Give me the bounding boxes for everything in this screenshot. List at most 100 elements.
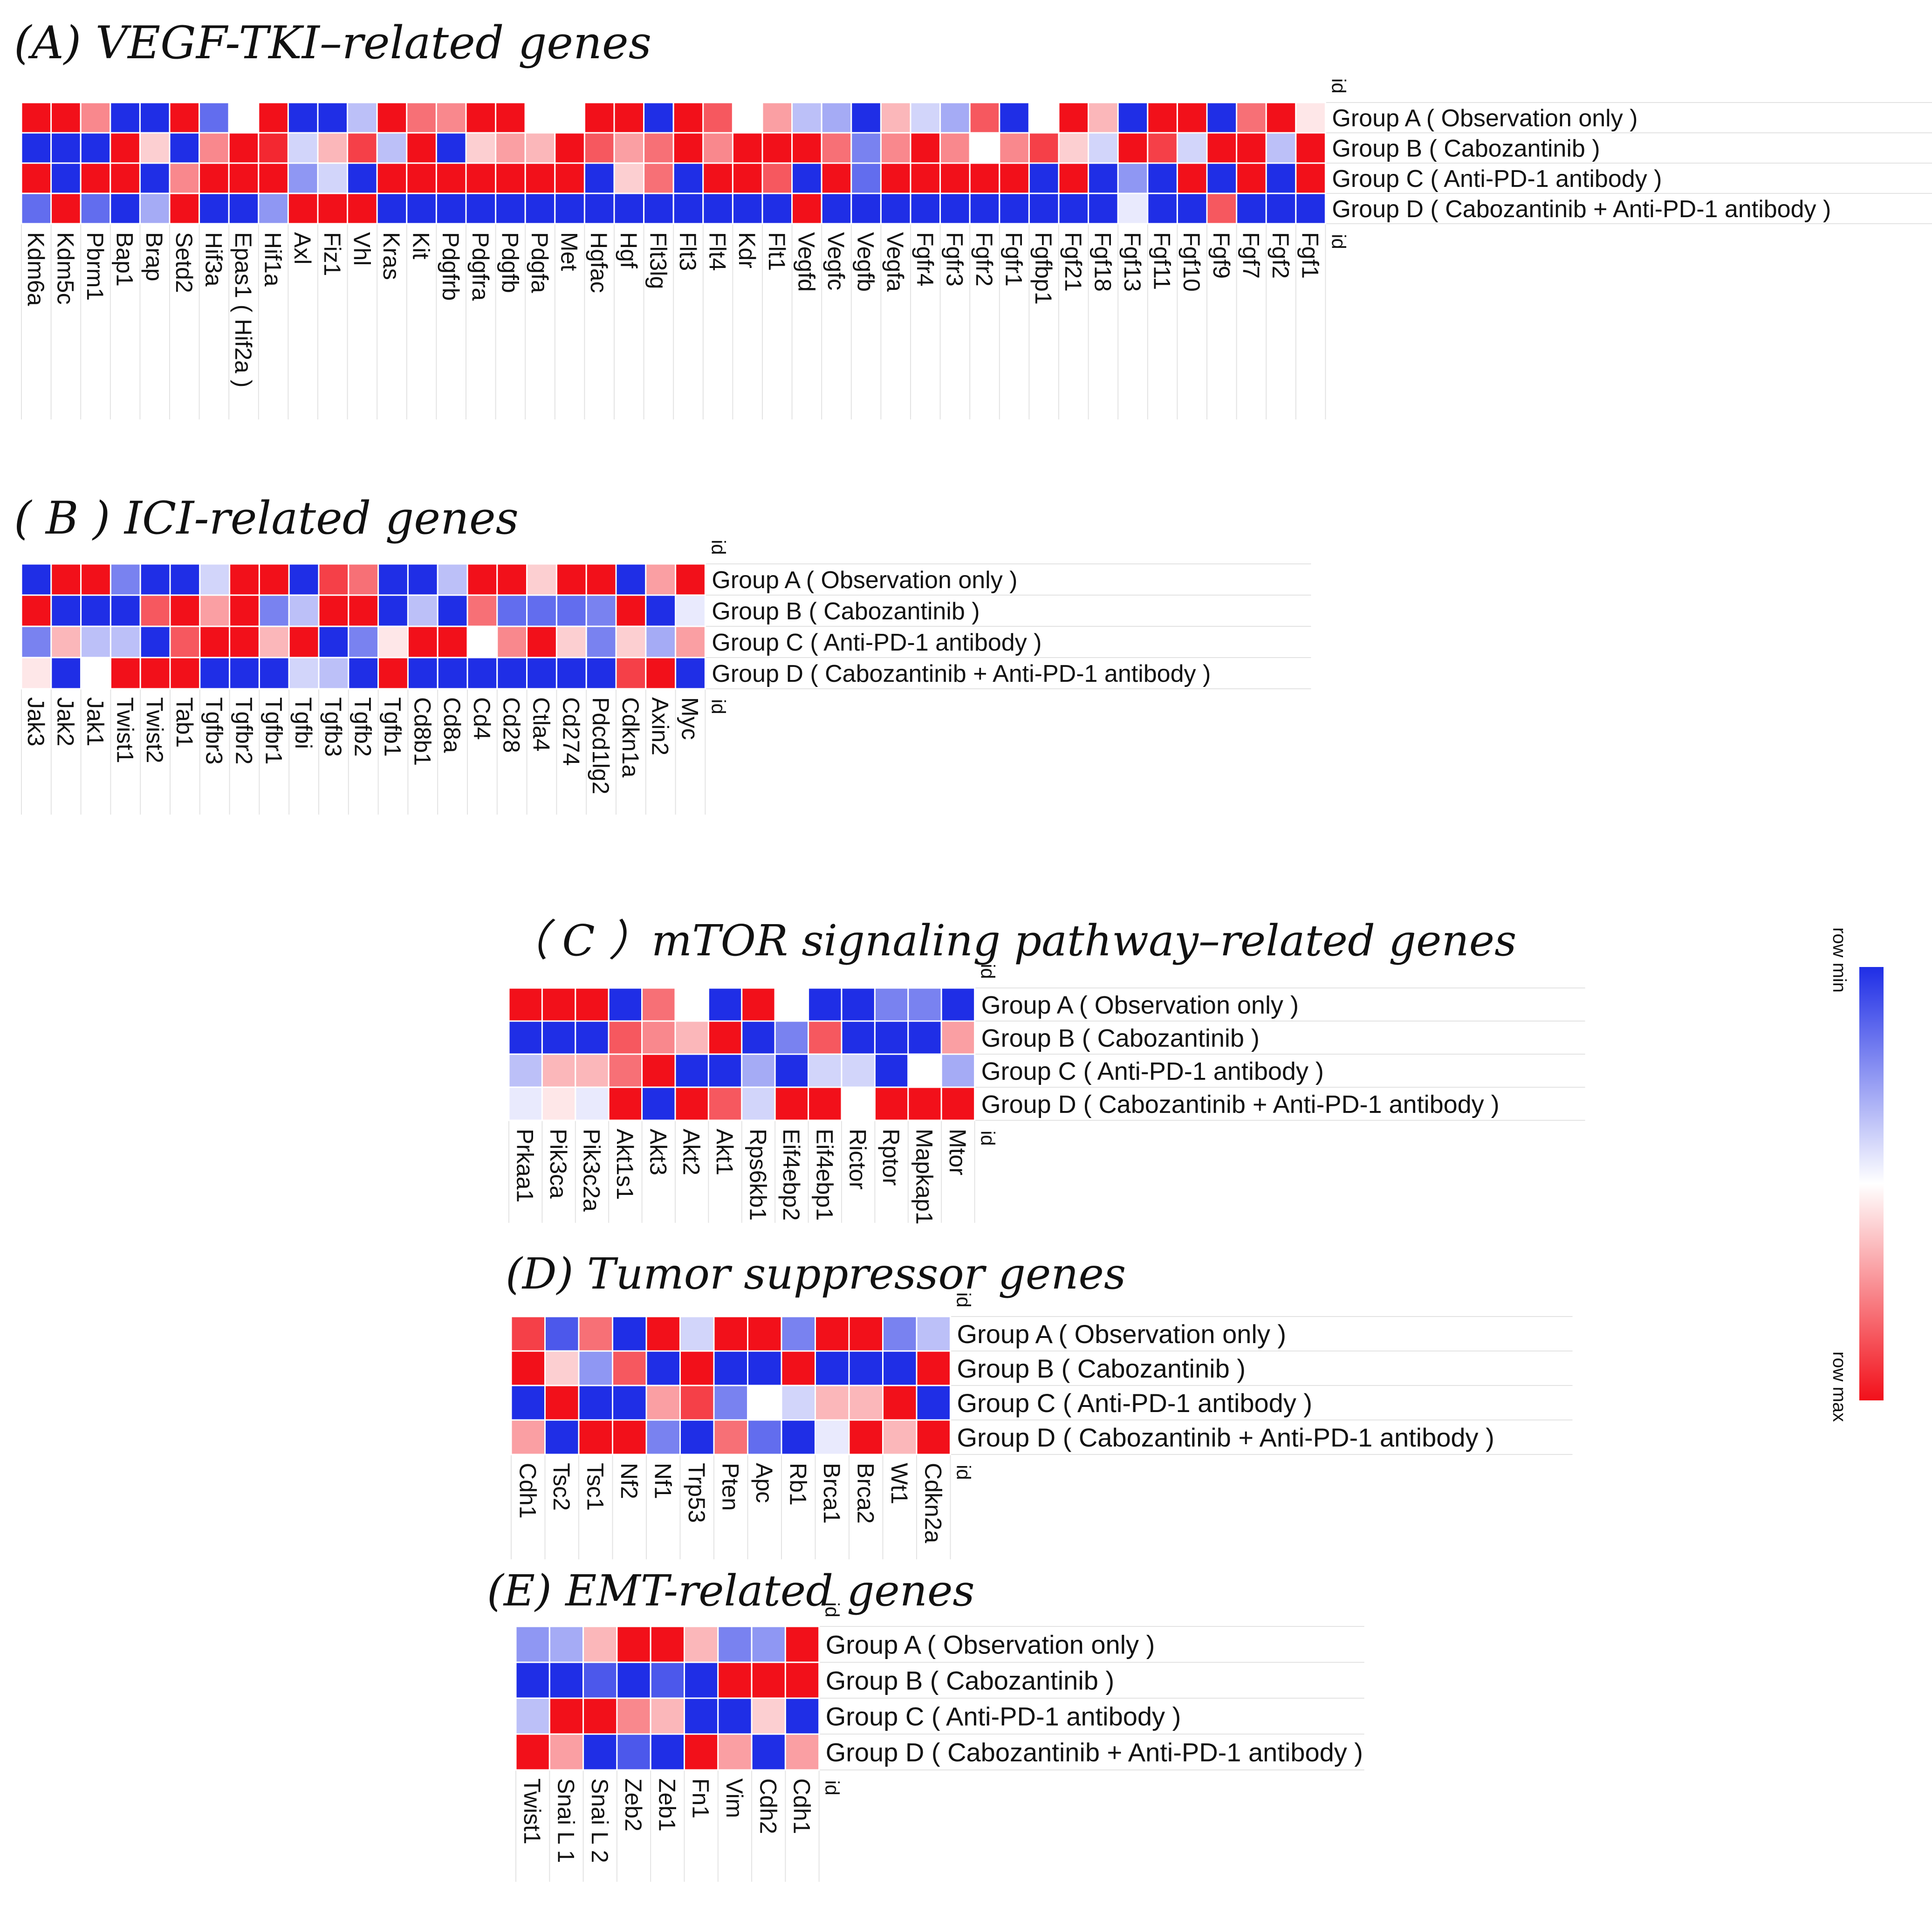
heatmap-cell bbox=[228, 102, 260, 134]
column-label: Kras bbox=[378, 232, 404, 280]
heatmap-cell bbox=[850, 102, 882, 134]
heatmap-cell bbox=[1117, 132, 1149, 164]
heatmap-cell bbox=[1295, 162, 1326, 194]
heatmap-cell bbox=[999, 102, 1030, 134]
column-label: Tsc2 bbox=[548, 1463, 575, 1511]
heatmap-cell bbox=[583, 132, 615, 164]
heatmap-cell bbox=[317, 132, 349, 164]
heatmap-cell bbox=[548, 1697, 584, 1735]
heatmap-cell bbox=[583, 102, 615, 134]
heatmap-cell bbox=[940, 1020, 976, 1055]
heatmap-cell bbox=[1176, 102, 1208, 134]
legend-min-label: row min bbox=[1829, 927, 1850, 993]
heatmap-cell bbox=[999, 192, 1030, 225]
heatmap-cell bbox=[761, 102, 793, 134]
heatmap-cell bbox=[815, 1316, 850, 1352]
column-label: Vegfb bbox=[853, 232, 879, 292]
heatmap-cell bbox=[874, 1020, 909, 1055]
heatmap-cell bbox=[1058, 132, 1089, 164]
heatmap-cell bbox=[608, 1053, 643, 1088]
heatmap-cell bbox=[808, 1020, 843, 1055]
column-label: Twist1 bbox=[112, 697, 138, 763]
column-label: Rictor bbox=[845, 1129, 871, 1190]
heatmap-cell bbox=[50, 102, 82, 134]
heatmap-cell bbox=[916, 1419, 951, 1455]
heatmap-cell bbox=[508, 987, 543, 1022]
column-label: Hgfac bbox=[586, 232, 612, 293]
heatmap-cell bbox=[582, 1697, 618, 1735]
column-label: Fgfr4 bbox=[912, 232, 938, 287]
heatmap-cell bbox=[139, 162, 171, 194]
heatmap-cell bbox=[21, 132, 52, 164]
row-label: Group A ( Observation only ) bbox=[981, 991, 1299, 1019]
heatmap-cell bbox=[999, 132, 1030, 164]
heatmap-cell bbox=[645, 625, 677, 658]
row-label: Group C ( Anti-PD-1 antibody ) bbox=[1332, 165, 1662, 192]
heatmap-cell bbox=[732, 132, 763, 164]
heatmap-cell bbox=[544, 1316, 580, 1352]
heatmap-cell bbox=[1295, 132, 1326, 164]
heatmap-cell bbox=[612, 1419, 647, 1455]
heatmap-cell bbox=[616, 1733, 651, 1771]
heatmap-cell bbox=[508, 1020, 543, 1055]
column-label: Flt3lg bbox=[645, 232, 671, 289]
heatmap-cell bbox=[969, 102, 1000, 134]
heatmap-cell bbox=[465, 102, 497, 134]
heatmap-cell bbox=[526, 657, 557, 690]
heatmap-cell bbox=[407, 594, 438, 627]
column-label: Vegfa bbox=[882, 232, 908, 292]
heatmap-cell bbox=[1206, 132, 1238, 164]
heatmap-cell bbox=[1295, 102, 1326, 134]
column-label: Kdm6a bbox=[23, 232, 49, 306]
heatmap-cell bbox=[774, 1053, 809, 1088]
heatmap-cell bbox=[1206, 192, 1238, 225]
heatmap-cell bbox=[615, 563, 647, 596]
heatmap-cell bbox=[80, 625, 111, 658]
heatmap-cell bbox=[643, 162, 674, 194]
heatmap-cell bbox=[613, 162, 645, 194]
column-label: Pdgfb bbox=[497, 232, 523, 293]
heatmap-cell bbox=[377, 563, 409, 596]
heatmap-cell bbox=[910, 192, 941, 225]
heatmap-cell bbox=[347, 162, 378, 194]
heatmap-cell bbox=[821, 162, 852, 194]
column-label: Brap bbox=[141, 232, 167, 281]
heatmap-cell bbox=[707, 1020, 743, 1055]
column-label: Fn1 bbox=[688, 1778, 714, 1818]
heatmap-cell bbox=[850, 132, 882, 164]
column-label: Tsc1 bbox=[582, 1463, 608, 1511]
heatmap-cell bbox=[1058, 192, 1089, 225]
heatmap-cell bbox=[510, 1316, 546, 1352]
heatmap-cell bbox=[544, 1350, 580, 1386]
column-label: Kdr bbox=[734, 232, 760, 268]
heatmap-cell bbox=[841, 1020, 876, 1055]
heatmap-cell bbox=[1265, 102, 1297, 134]
heatmap-cell bbox=[874, 1053, 909, 1088]
heatmap-cell bbox=[80, 132, 111, 164]
heatmap-cell bbox=[466, 563, 498, 596]
heatmap-cell bbox=[465, 162, 497, 194]
heatmap-cell bbox=[199, 192, 230, 225]
heatmap-cell bbox=[645, 563, 677, 596]
heatmap-cell bbox=[578, 1316, 613, 1352]
heatmap-cell bbox=[495, 102, 526, 134]
heatmap-cell bbox=[679, 1385, 715, 1421]
heatmap-cell bbox=[717, 1661, 753, 1699]
heatmap-cell bbox=[939, 162, 971, 194]
column-label: Vhl bbox=[349, 232, 375, 266]
heatmap-cell bbox=[1028, 132, 1060, 164]
column-label: Hif1a bbox=[260, 232, 286, 287]
row-label: Group A ( Observation only ) bbox=[826, 1630, 1155, 1660]
heatmap-cell bbox=[347, 192, 378, 225]
heatmap-cell bbox=[940, 987, 976, 1022]
heatmap-cell bbox=[435, 102, 467, 134]
column-label: Cd8a bbox=[439, 697, 465, 753]
heatmap-cell bbox=[582, 1733, 618, 1771]
column-label: Setd2 bbox=[171, 232, 197, 293]
heatmap-cell bbox=[791, 192, 822, 225]
column-label: Pten bbox=[717, 1463, 743, 1511]
column-label: Kdm5c bbox=[52, 232, 78, 305]
heatmap-cell bbox=[318, 594, 349, 627]
heatmap-cell bbox=[702, 192, 733, 225]
heatmap-cell bbox=[848, 1419, 884, 1455]
